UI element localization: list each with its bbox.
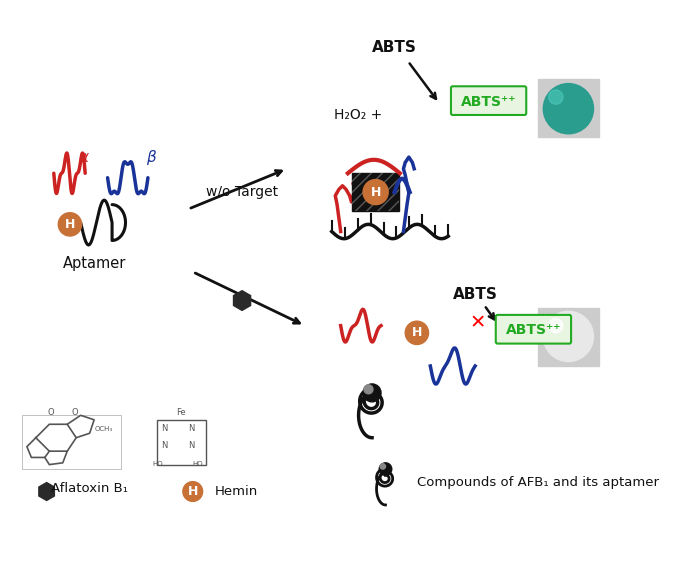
Circle shape: [379, 463, 392, 475]
Text: H: H: [371, 185, 381, 199]
Circle shape: [549, 90, 563, 104]
Text: N: N: [161, 441, 167, 450]
Circle shape: [363, 384, 381, 402]
Text: HO: HO: [192, 461, 203, 467]
Text: α: α: [79, 150, 89, 165]
Circle shape: [58, 213, 82, 236]
Text: N: N: [188, 423, 194, 433]
Bar: [538, 79, 599, 138]
Text: O: O: [47, 408, 54, 417]
Text: H: H: [412, 327, 422, 339]
Text: H: H: [188, 485, 198, 498]
Text: ABTS⁺⁺: ABTS⁺⁺: [461, 94, 516, 108]
Bar: [352, 173, 399, 211]
Circle shape: [364, 385, 373, 394]
Bar: [352, 173, 399, 211]
Circle shape: [549, 319, 563, 333]
Polygon shape: [39, 483, 54, 501]
Bar: [23, 415, 121, 469]
Text: N: N: [161, 423, 167, 433]
FancyBboxPatch shape: [496, 315, 571, 343]
Text: Aflatoxin B₁: Aflatoxin B₁: [51, 482, 128, 495]
Text: Compounds of AFB₁ and its aptamer: Compounds of AFB₁ and its aptamer: [417, 476, 659, 489]
Circle shape: [363, 180, 388, 204]
Bar: [157, 420, 206, 465]
Text: N: N: [188, 441, 194, 450]
Text: β: β: [146, 150, 156, 165]
Text: ABTS: ABTS: [372, 40, 417, 55]
Text: O: O: [72, 408, 78, 417]
Circle shape: [380, 464, 386, 469]
Text: Fe: Fe: [176, 408, 186, 417]
FancyBboxPatch shape: [451, 86, 526, 115]
Text: H: H: [65, 218, 75, 231]
Text: ABTS⁺⁺: ABTS⁺⁺: [506, 323, 561, 337]
Text: w/o Target: w/o Target: [206, 185, 278, 199]
Text: H₂O₂ +: H₂O₂ +: [334, 108, 383, 123]
Circle shape: [543, 84, 593, 134]
Text: Aptamer: Aptamer: [62, 256, 126, 271]
Bar: [538, 308, 599, 366]
Circle shape: [183, 482, 203, 501]
Text: ABTS: ABTS: [453, 287, 497, 302]
Circle shape: [543, 311, 593, 362]
Text: HO: HO: [152, 461, 163, 467]
Polygon shape: [234, 291, 251, 310]
Circle shape: [406, 321, 429, 344]
Text: OCH₃: OCH₃: [94, 426, 112, 431]
Text: Hemin: Hemin: [215, 485, 258, 498]
Text: ✕: ✕: [470, 313, 486, 332]
